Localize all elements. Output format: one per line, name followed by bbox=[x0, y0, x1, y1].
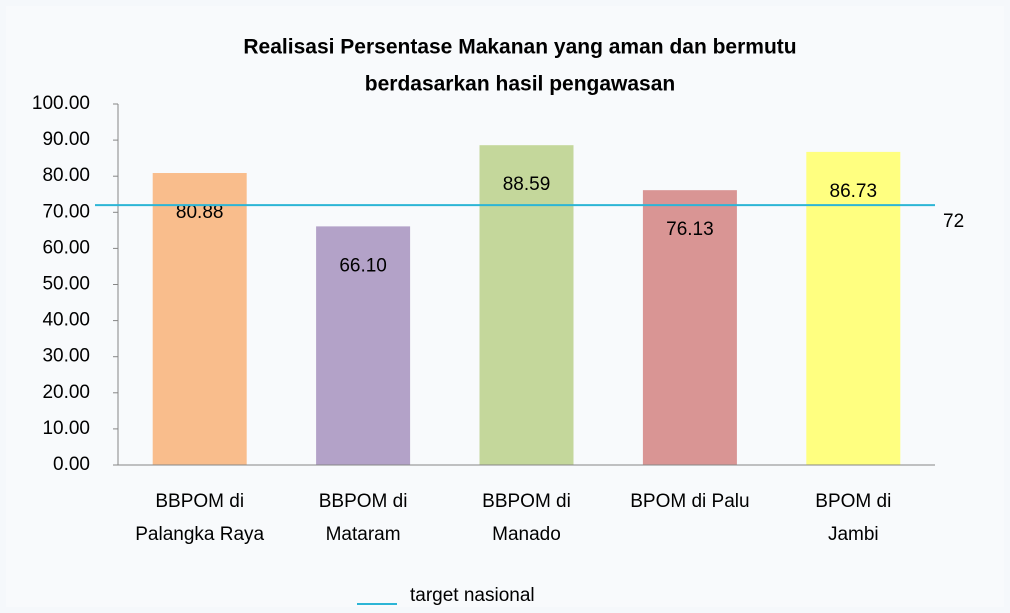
y-tick-label: 90.00 bbox=[42, 129, 90, 150]
y-tick-label: 30.00 bbox=[42, 346, 90, 367]
target-label: 72 bbox=[943, 211, 964, 232]
y-tick-label: 0.00 bbox=[53, 454, 90, 475]
x-tick-label: Jambi bbox=[828, 524, 879, 545]
x-tick-label: BPOM di bbox=[815, 491, 891, 512]
legend-label: target nasional bbox=[410, 585, 535, 606]
y-tick-label: 60.00 bbox=[42, 237, 90, 258]
value-label: 88.59 bbox=[503, 174, 551, 195]
chart-title: Realisasi Persentase Makanan yang aman d… bbox=[243, 36, 796, 59]
x-tick-label: BPOM di Palu bbox=[630, 491, 749, 512]
x-tick-label: Manado bbox=[492, 524, 561, 545]
x-tick-label: BBPOM di bbox=[319, 491, 408, 512]
value-label: 80.88 bbox=[176, 202, 224, 223]
value-label: 86.73 bbox=[830, 181, 878, 202]
value-label: 76.13 bbox=[666, 219, 714, 240]
y-tick-label: 50.00 bbox=[42, 274, 90, 295]
y-tick-label: 40.00 bbox=[42, 310, 90, 331]
y-tick-label: 80.00 bbox=[42, 165, 90, 186]
bar bbox=[152, 173, 247, 465]
bar bbox=[316, 226, 411, 465]
value-label: 66.10 bbox=[339, 255, 387, 276]
x-tick-label: Mataram bbox=[326, 524, 401, 545]
y-tick-label: 20.00 bbox=[42, 382, 90, 403]
bar bbox=[642, 190, 737, 465]
y-tick-label: 70.00 bbox=[42, 201, 90, 222]
chart-title: berdasarkan hasil pengawasan bbox=[365, 73, 675, 96]
bar bbox=[479, 145, 574, 465]
x-tick-label: BBPOM di bbox=[155, 491, 244, 512]
x-tick-label: Palangka Raya bbox=[135, 524, 264, 545]
y-tick-label: 10.00 bbox=[42, 418, 90, 439]
x-tick-label: BBPOM di bbox=[482, 491, 571, 512]
y-tick-label: 100.00 bbox=[32, 93, 90, 114]
